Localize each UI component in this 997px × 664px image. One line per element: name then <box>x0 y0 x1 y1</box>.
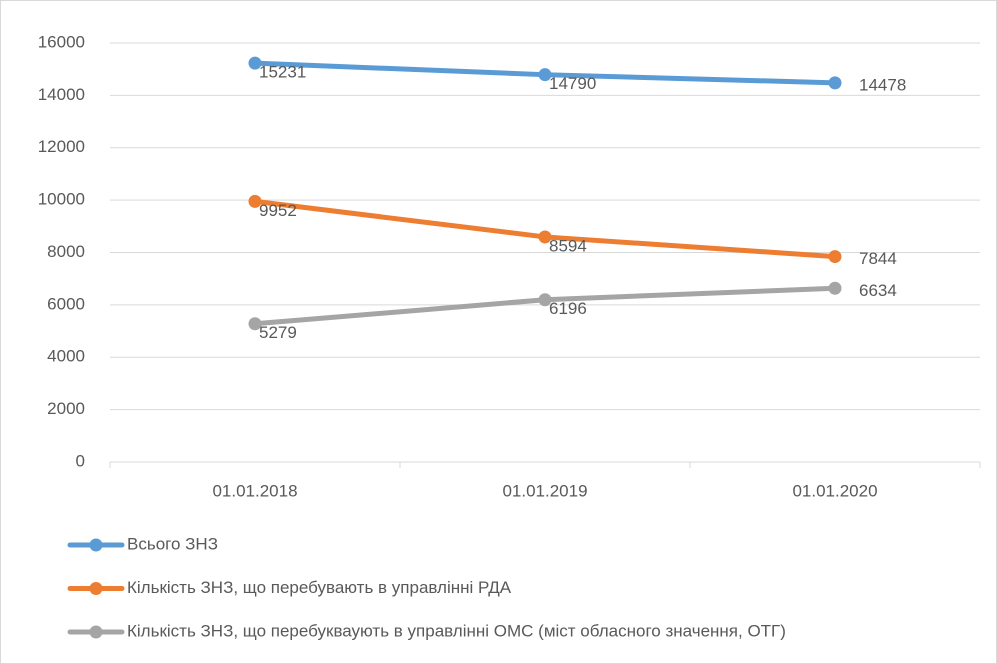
point <box>828 250 842 264</box>
y-tick-label: 2000 <box>47 399 85 418</box>
y-tick-label: 10000 <box>38 190 85 209</box>
x-tick-label: 01.01.2018 <box>212 481 297 500</box>
data-label: 9952 <box>259 201 297 220</box>
y-tick-label: 12000 <box>38 137 85 156</box>
point <box>248 194 262 208</box>
point <box>538 293 552 307</box>
legend-marker <box>89 538 103 552</box>
data-label: 14790 <box>549 74 596 93</box>
x-tick-label: 01.01.2020 <box>792 481 877 500</box>
point <box>538 230 552 244</box>
y-tick-label: 0 <box>76 451 85 470</box>
legend-label: Кількість ЗНЗ, що перебувають в управлін… <box>127 578 512 597</box>
data-label: 6634 <box>859 281 897 300</box>
y-tick-label: 6000 <box>47 294 85 313</box>
data-label: 5279 <box>259 323 297 342</box>
data-label: 14478 <box>859 75 906 94</box>
point <box>828 76 842 90</box>
data-label: 7844 <box>859 249 897 268</box>
y-tick-label: 4000 <box>47 347 85 366</box>
data-label: 8594 <box>549 236 587 255</box>
x-tick-label: 01.01.2019 <box>502 481 587 500</box>
point <box>538 68 552 82</box>
y-tick-label: 14000 <box>38 85 85 104</box>
point <box>828 281 842 295</box>
point <box>248 317 262 331</box>
point <box>248 56 262 70</box>
y-tick-label: 16000 <box>38 32 85 51</box>
legend-marker <box>89 582 103 595</box>
y-tick-label: 8000 <box>47 242 85 261</box>
data-label: 6196 <box>549 299 587 318</box>
data-label: 15231 <box>259 63 306 82</box>
legend-marker <box>89 625 103 639</box>
legend-label: Всього ЗНЗ <box>127 534 218 553</box>
legend-label: Кількість ЗНЗ, що перебукваують в управл… <box>127 621 786 640</box>
